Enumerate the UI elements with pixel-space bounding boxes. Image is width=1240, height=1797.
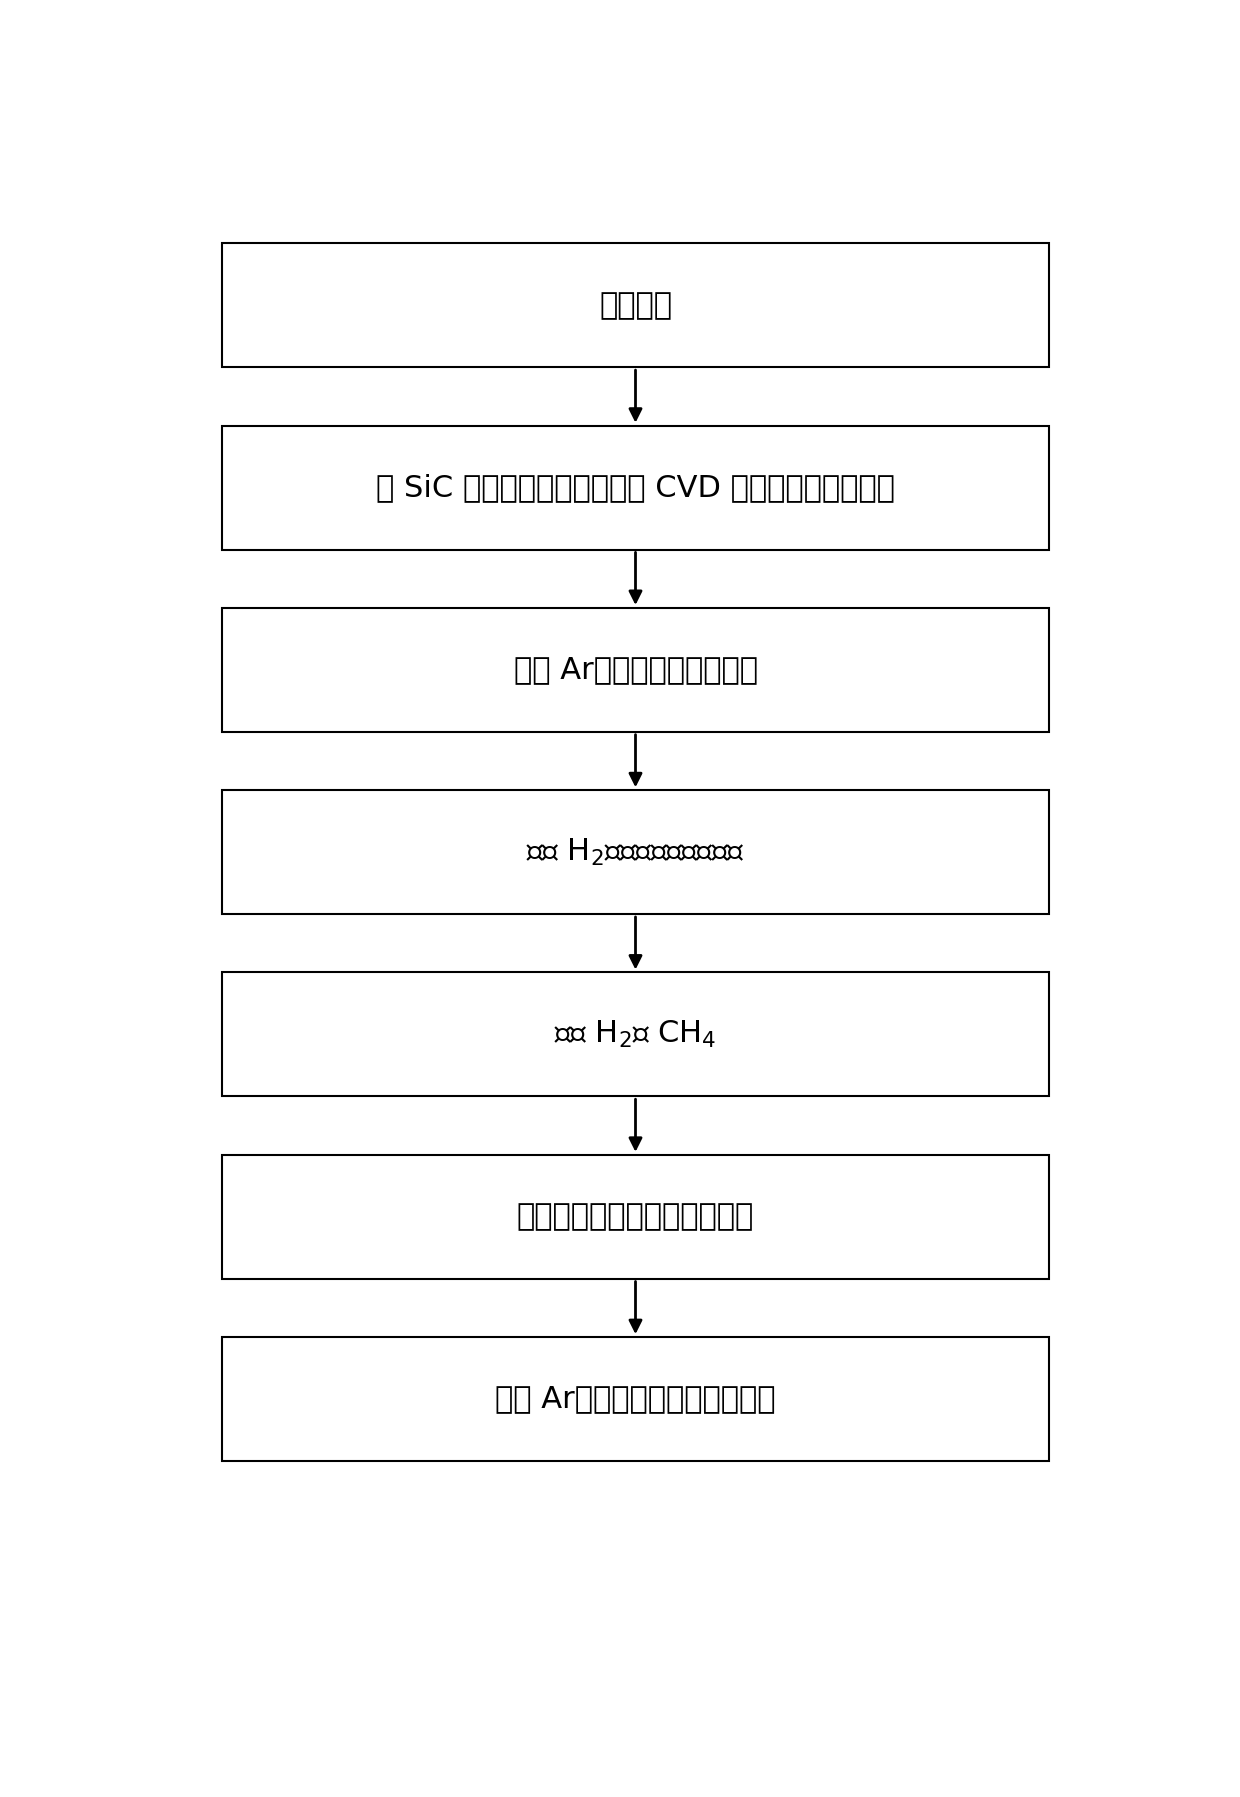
Text: 通入 H$_2$和 CH$_4$: 通入 H$_2$和 CH$_4$: [554, 1019, 717, 1049]
Text: 通入 Ar进行衬底表面解吸附: 通入 Ar进行衬底表面解吸附: [513, 656, 758, 685]
FancyBboxPatch shape: [222, 607, 1049, 731]
FancyBboxPatch shape: [222, 1155, 1049, 1279]
Text: 通入 Ar，打开反应室，取出样品: 通入 Ar，打开反应室，取出样品: [495, 1384, 776, 1414]
FancyBboxPatch shape: [222, 243, 1049, 367]
FancyBboxPatch shape: [222, 426, 1049, 550]
FancyBboxPatch shape: [222, 791, 1049, 915]
Text: 将 SiC 衬底放入化学气相淀积 CVD 反应室中，并抽真空: 将 SiC 衬底放入化学气相淀积 CVD 反应室中，并抽真空: [376, 473, 895, 501]
FancyBboxPatch shape: [222, 972, 1049, 1096]
Text: 衬底清洗: 衬底清洗: [599, 291, 672, 320]
Text: 通入 H$_2$进行衬底表面预处理: 通入 H$_2$进行衬底表面预处理: [526, 837, 745, 868]
Text: 自然降温，完成石墨烯的生长: 自然降温，完成石墨烯的生长: [517, 1202, 754, 1231]
FancyBboxPatch shape: [222, 1337, 1049, 1461]
